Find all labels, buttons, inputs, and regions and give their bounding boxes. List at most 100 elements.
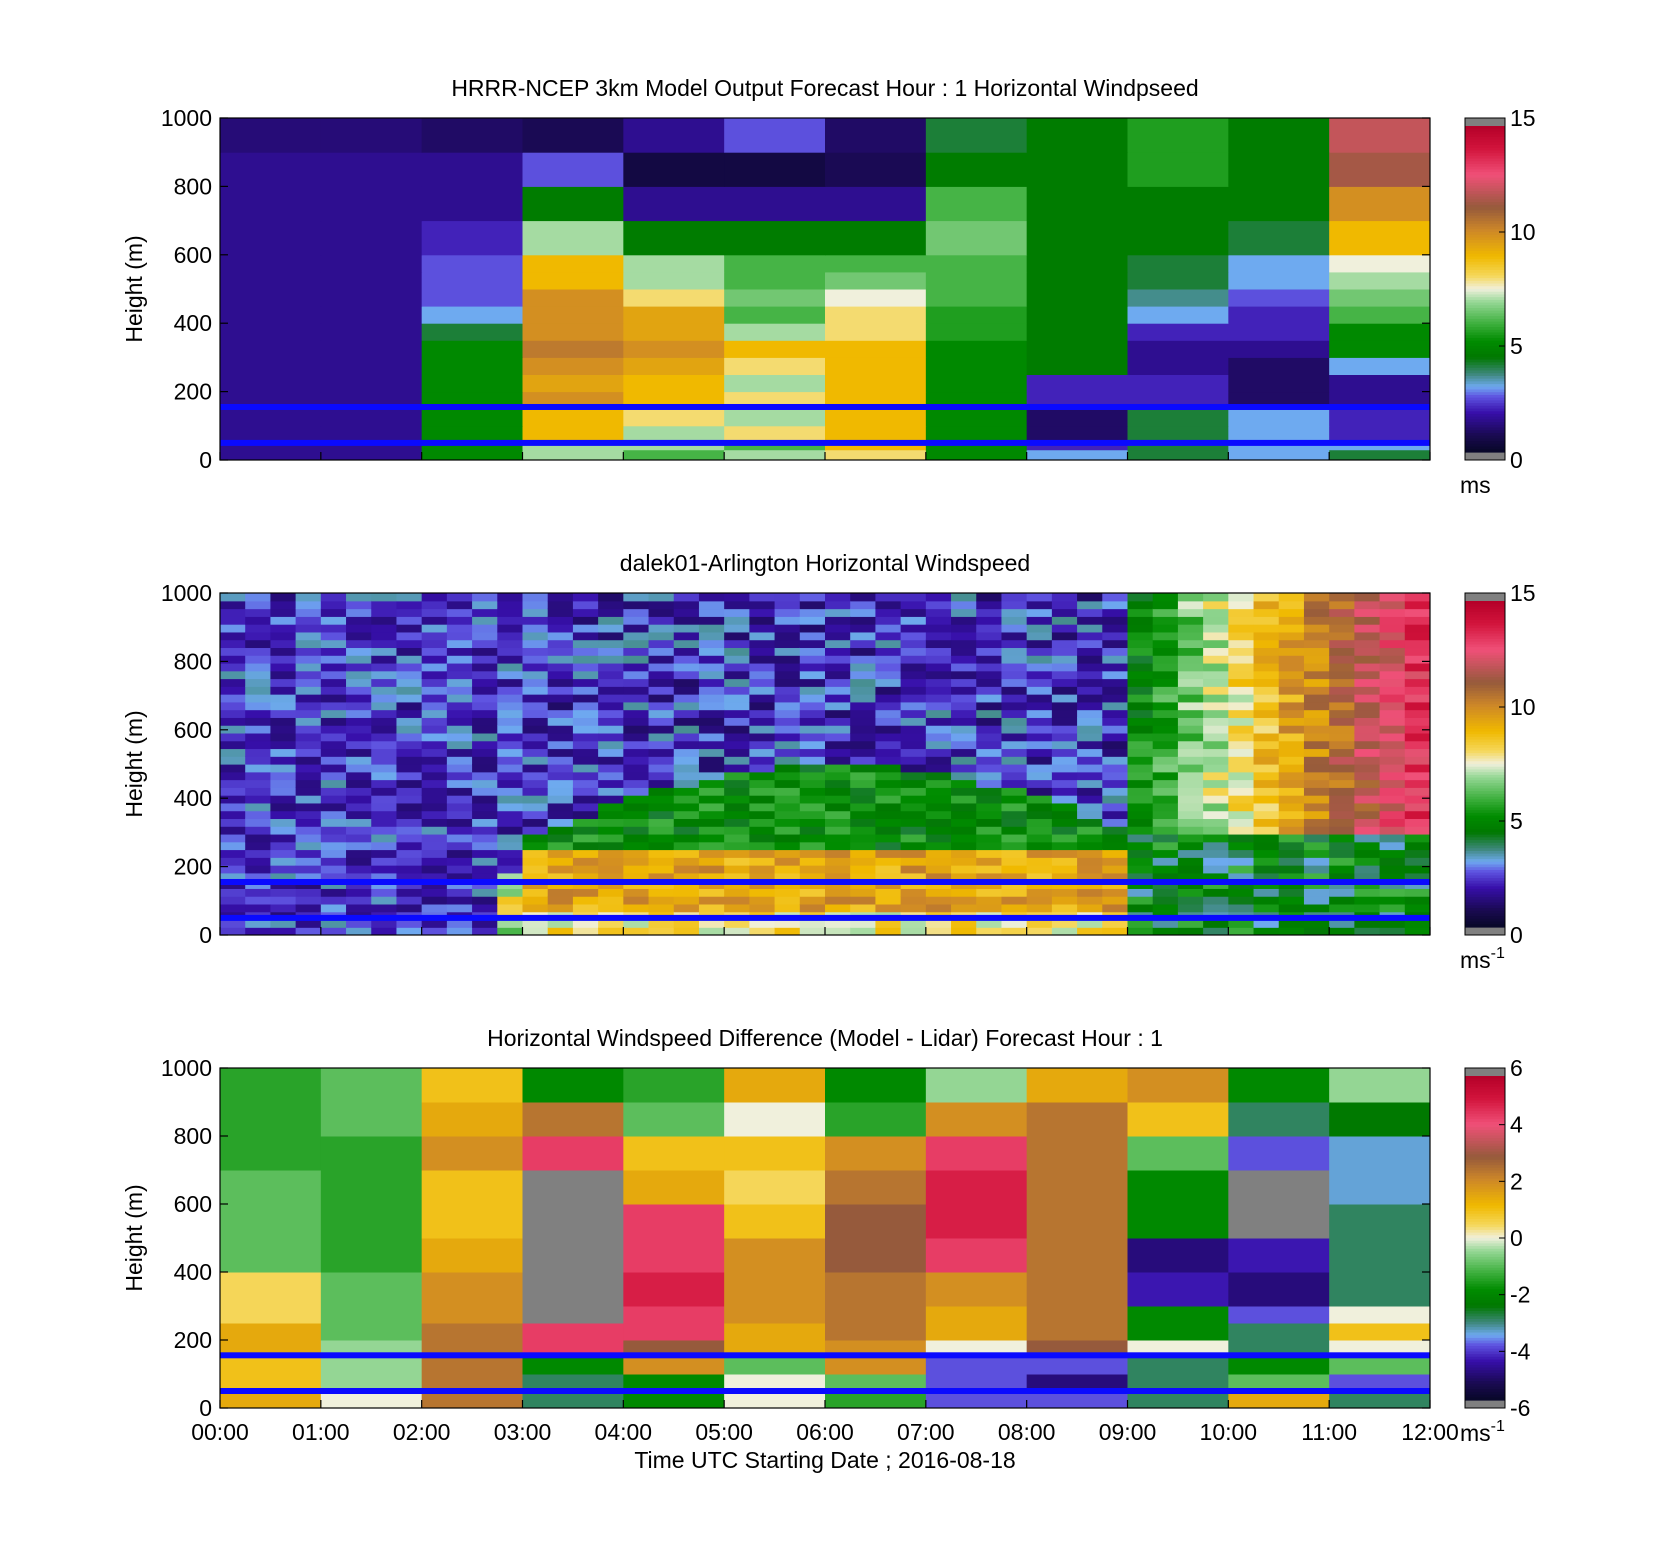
heatmap-cell bbox=[1001, 764, 1028, 773]
heatmap-cell bbox=[1077, 748, 1103, 757]
heatmap-cell bbox=[1228, 779, 1255, 788]
heatmap-cell bbox=[951, 655, 977, 664]
heatmap-cell bbox=[1001, 647, 1028, 656]
heatmap-cell bbox=[472, 764, 498, 773]
heatmap-cell bbox=[1001, 725, 1028, 734]
heatmap-cell bbox=[1026, 740, 1053, 750]
heatmap-cell bbox=[749, 624, 776, 633]
colorbar-swatch bbox=[1465, 1354, 1505, 1358]
heatmap-cell bbox=[698, 872, 725, 882]
heatmap-cell bbox=[623, 678, 650, 687]
colorbar-swatch bbox=[1465, 785, 1505, 790]
heatmap-cell bbox=[421, 1306, 523, 1324]
heatmap-cell bbox=[396, 810, 423, 820]
heatmap-cell bbox=[1203, 833, 1229, 843]
heatmap-cell bbox=[1127, 593, 1154, 602]
colorbar-swatch bbox=[1465, 712, 1505, 716]
heatmap-cell bbox=[320, 639, 347, 649]
heatmap-cell bbox=[547, 593, 574, 602]
heatmap-cell bbox=[1102, 678, 1129, 687]
heatmap-cell bbox=[925, 639, 952, 649]
heatmap-cell bbox=[799, 802, 826, 812]
heatmap-cell bbox=[320, 818, 347, 827]
heatmap-cell bbox=[1102, 833, 1129, 843]
heatmap-cell bbox=[598, 686, 624, 695]
colorbar-tick-label: 5 bbox=[1510, 808, 1523, 834]
heatmap-cell bbox=[724, 639, 750, 649]
heatmap-cell bbox=[1127, 678, 1154, 687]
colorbar-swatch bbox=[1465, 386, 1505, 391]
heatmap-cell bbox=[850, 818, 877, 827]
heatmap-cell bbox=[1379, 849, 1406, 858]
heatmap-cell bbox=[295, 709, 322, 718]
heatmap-cell bbox=[1102, 865, 1129, 874]
heatmap-cell bbox=[320, 795, 347, 804]
heatmap-cell bbox=[825, 833, 851, 843]
heatmap-cell bbox=[1354, 795, 1381, 804]
heatmap-cell bbox=[1329, 357, 1430, 375]
heatmap-cell bbox=[421, 425, 523, 444]
heatmap-cell bbox=[1278, 764, 1305, 773]
heatmap-cell bbox=[320, 841, 347, 851]
heatmap-cell bbox=[396, 709, 423, 718]
heatmap-cell bbox=[320, 771, 347, 781]
heatmap-cell bbox=[320, 655, 347, 664]
heatmap-cell bbox=[1329, 709, 1355, 718]
heatmap-cell bbox=[472, 655, 498, 664]
heatmap-cell bbox=[572, 748, 599, 757]
heatmap-cell bbox=[1102, 655, 1129, 664]
heatmap-cell bbox=[749, 857, 776, 866]
colorbar-swatch bbox=[1465, 367, 1505, 372]
heatmap-cell bbox=[1127, 810, 1154, 820]
heatmap-cell bbox=[421, 810, 448, 820]
heatmap-cell bbox=[825, 779, 851, 788]
colorbar-swatch bbox=[1465, 766, 1505, 771]
heatmap-cell bbox=[1127, 919, 1154, 928]
heatmap-cell bbox=[698, 593, 725, 602]
heatmap-cell bbox=[497, 655, 524, 664]
heatmap-cell bbox=[220, 787, 246, 796]
heatmap-cell bbox=[547, 732, 574, 742]
heatmap-cell bbox=[1379, 795, 1406, 804]
heatmap-cell bbox=[1253, 662, 1280, 672]
heatmap-cell bbox=[1077, 888, 1103, 897]
y-tick-label: 200 bbox=[174, 1327, 212, 1353]
colorbar-swatch bbox=[1465, 1170, 1505, 1174]
heatmap-cell bbox=[270, 748, 297, 757]
heatmap-cell bbox=[1253, 701, 1280, 711]
heatmap-cell bbox=[1203, 740, 1229, 750]
colorbar-swatch bbox=[1465, 750, 1505, 754]
heatmap-cell bbox=[547, 841, 574, 851]
heatmap-cell bbox=[724, 849, 750, 858]
heatmap-cell bbox=[1228, 857, 1255, 866]
heatmap-cell bbox=[1329, 600, 1355, 610]
heatmap-cell bbox=[1203, 888, 1229, 897]
colorbar-swatch bbox=[1465, 620, 1505, 624]
heatmap-cell bbox=[396, 701, 423, 711]
heatmap-cell bbox=[875, 701, 902, 711]
heatmap-cell bbox=[270, 903, 297, 913]
heatmap-cell bbox=[774, 841, 801, 851]
heatmap-cell bbox=[925, 220, 1028, 256]
heatmap-cell bbox=[522, 1391, 624, 1408]
heatmap-cell bbox=[673, 616, 700, 625]
heatmap-cell bbox=[245, 655, 272, 664]
colorbar-swatch bbox=[1465, 413, 1505, 418]
heatmap-cell bbox=[320, 323, 423, 341]
heatmap-cell bbox=[951, 686, 977, 695]
heatmap-cell bbox=[572, 694, 599, 703]
heatmap-cell bbox=[1127, 220, 1229, 256]
heatmap-cell bbox=[1177, 600, 1204, 610]
heatmap-cell bbox=[875, 810, 902, 820]
colorbar-swatch bbox=[1465, 286, 1505, 290]
heatmap-cell bbox=[1152, 670, 1179, 680]
heatmap-cell bbox=[270, 709, 297, 718]
heatmap-cell bbox=[825, 732, 851, 742]
heatmap-cell bbox=[1203, 802, 1229, 812]
heatmap-cell bbox=[673, 600, 700, 610]
colorbar-swatch bbox=[1465, 207, 1505, 211]
heatmap-cell bbox=[925, 118, 1028, 153]
heatmap-cell bbox=[1253, 732, 1280, 742]
panel-model-x-ticks bbox=[219, 452, 1431, 460]
heatmap-cell bbox=[371, 593, 398, 602]
